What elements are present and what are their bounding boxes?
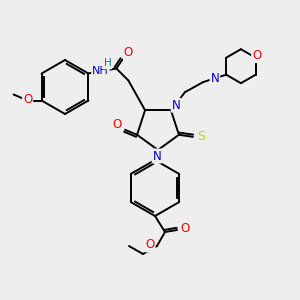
Text: N: N [153,149,161,163]
Text: O: O [252,49,261,62]
Text: N: N [172,99,180,112]
Text: N: N [211,72,219,85]
Text: O: O [180,223,190,236]
Text: O: O [112,118,122,131]
Text: S: S [197,130,205,143]
Text: O: O [146,238,154,251]
Text: O: O [124,46,133,59]
Text: O: O [23,93,32,106]
Text: NH: NH [92,65,109,76]
Text: H: H [103,58,111,68]
